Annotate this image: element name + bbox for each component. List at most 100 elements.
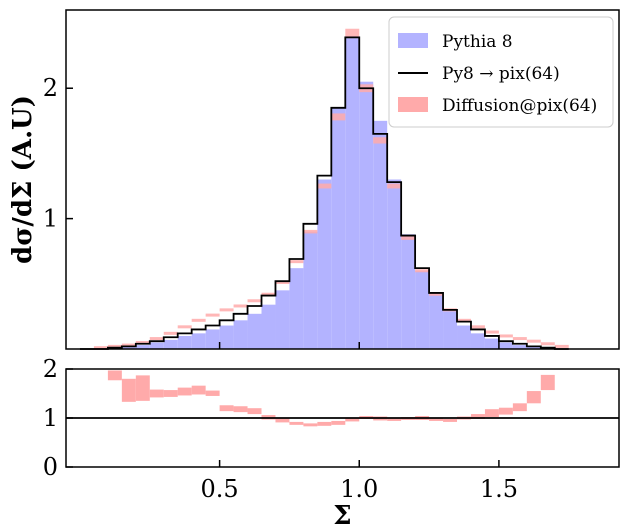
diffusion-band-bin [457,318,471,322]
pythia8-bar [317,179,332,349]
pythia8-bar [289,268,304,349]
ratio-band-bin [345,418,360,422]
x-tick-label: 1.5 [480,475,518,503]
pythia8-bar [303,231,318,349]
diffusion-band-bin [373,137,388,144]
pythia8-bar [219,325,234,349]
diffusion-band-bin [93,346,108,350]
pythia8-bar [401,234,416,349]
pythia8-bar [191,333,206,349]
diffusion-band-bin [498,334,513,338]
pythia8-bar [484,338,499,349]
ratio-y-tick-label: 1 [43,404,58,432]
legend-label-diffusion: Diffusion@pix(64) [442,96,597,116]
ratio-band-bin [331,420,346,425]
diffusion-band-bin [247,299,262,303]
pythia8-bar [457,325,471,349]
pythia8-bar [429,294,444,349]
pythia8-bar [233,320,248,349]
pythia8-bar [275,290,290,349]
diffusion-band-bin [540,342,555,346]
pythia8-bar [331,107,346,350]
pythia8-bar [470,333,485,349]
pythia8-bar [205,329,220,349]
ratio-band-bin [205,390,220,396]
diffusion-band-bin [303,229,318,234]
diffusion-band-bin [317,183,332,189]
diffusion-band-bin [261,292,276,296]
ratio-band-bin [233,406,248,413]
ratio-y-tick-label: 0 [43,453,58,481]
ratio-band-bin [498,407,513,415]
pythia8-bar [498,342,513,349]
ratio-band-bin [303,423,318,427]
diffusion-band-bin [191,318,206,322]
main-histogram-panel: 12 [43,9,620,350]
y-axis-label: dσ/dΣ (A.U) [8,95,38,264]
diffusion-band-bin [345,28,360,39]
ratio-band-bin [429,418,444,421]
diffusion-band-bin [163,331,178,335]
ratio-band-bin [512,403,527,412]
diffusion-band-bin [387,183,402,189]
legend: Pythia 8 Py8 → pix(64) Diffusion@pix(64) [388,16,614,128]
legend-box [388,16,614,128]
x-axis-label: Σ [333,501,351,529]
diffusion-band-bin [470,325,485,329]
ratio-band-bin [107,370,122,381]
ratio-band-bin [149,389,164,398]
diffusion-band-bin [121,343,136,347]
pythia8-bar [415,270,430,349]
diffusion-band-bin [135,340,150,344]
x-tick-label: 0.5 [201,475,239,503]
pythia8-bar [149,342,164,349]
diffusion-band-bin [401,236,416,240]
pythia8-bar [247,313,262,349]
diffusion-band-bin [289,260,304,264]
ratio-band-bin [135,375,150,401]
pythia8-bar [373,120,388,349]
diffusion-band-bin [149,337,164,341]
ratio-band-bin [121,378,136,402]
ratio-band-bin [289,421,304,425]
ratio-band-bin [275,418,290,423]
py8-pix64-step-line [79,36,569,350]
pythia8-bar [359,81,374,349]
top-y-tick-label: 2 [43,74,58,102]
ratio-band-bin [540,374,555,391]
legend-label-py8-pix64: Py8 → pix(64) [442,64,560,84]
pythia8-bar [121,346,136,349]
ratio-band-bin [443,418,458,422]
main-panel-frame [65,9,620,350]
ratio-band-bin [484,409,499,418]
ratio-band-bin [470,414,485,419]
pythia8-bar [387,179,402,349]
pythia8-bar [163,339,178,349]
top-y-tick-label: 1 [43,205,58,233]
ratio-band-bin [191,385,206,395]
diffusion-band-bin [233,304,248,308]
diffusion-band-bin [177,325,192,329]
legend-label-pythia8: Pythia 8 [442,32,513,52]
pythia8-series [107,36,555,350]
ratio-band-bin [163,390,178,397]
diffusion-band-bin [219,308,234,312]
pythia8-bar [261,304,276,349]
diffusion-band-bin [526,339,541,343]
ratio-y-tick-label: 2 [43,355,58,383]
diffusion-band-bin [107,344,122,348]
diffusion-band-bin [275,281,290,285]
diffusion-band-bin [205,313,220,317]
ratio-band-bin [526,391,541,404]
pythia8-bar [526,346,541,349]
diffusion-band-bin [512,337,527,341]
ratio-band-bin [387,418,402,421]
diffusion-band-bin [415,269,430,273]
pythia8-bar [443,311,458,349]
pythia8-bar [345,36,360,349]
pythia8-bar [135,345,150,349]
diffusion-band-bin [331,113,346,121]
pythia8-bar [512,345,527,349]
legend-swatch-pythia8 [398,33,428,48]
